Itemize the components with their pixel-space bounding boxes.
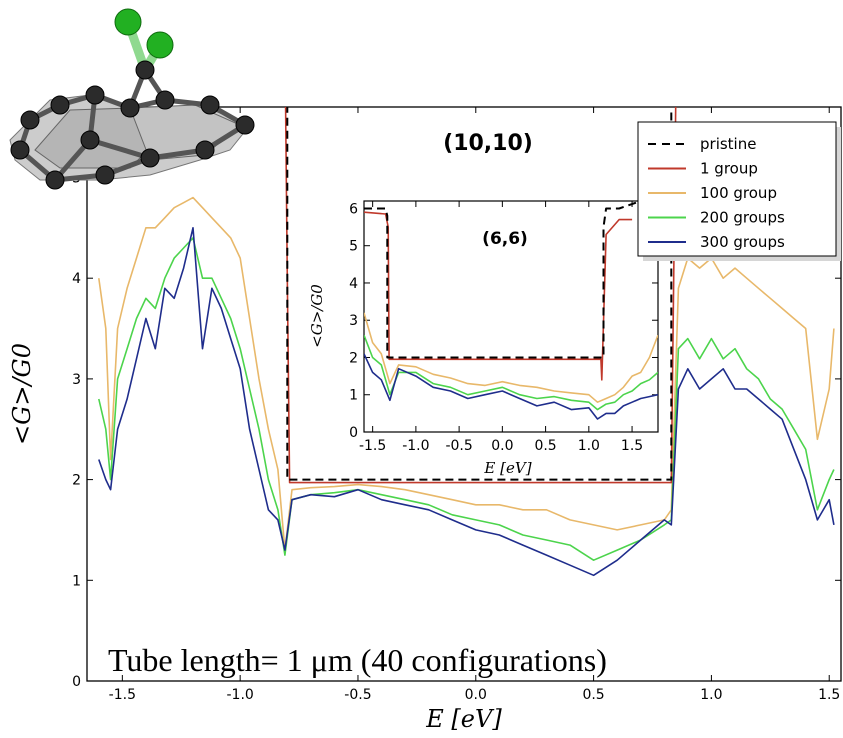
- legend: pristine 1 group 100 group 200 groups 300 gr…: [637, 121, 841, 261]
- inset-x-tick-label: 0.0: [491, 438, 513, 454]
- legend-label-200-groups: 200 groups: [700, 209, 785, 227]
- main-y-tick-label: 3: [72, 372, 81, 388]
- main-series-100-group: [98, 196, 835, 551]
- inset-y-tick-label: 3: [349, 313, 358, 329]
- inset-y-tick-label: 6: [349, 201, 358, 217]
- legend-label-100-group: 100 group: [700, 184, 777, 202]
- main-series-pristine: [286, 107, 673, 481]
- legend-label-1-group: 1 group: [700, 160, 758, 178]
- main-y-tick-label: 4: [72, 271, 81, 287]
- main-x-tick-label: 0.5: [582, 687, 604, 703]
- inset-series-300-groups: [364, 353, 658, 420]
- main-plot-area: [86, 106, 842, 682]
- inset-y-tick-label: 4: [349, 276, 358, 292]
- inset-x-tick-label: -1.5: [359, 438, 386, 454]
- legend-label-300-groups: 300 groups: [700, 233, 785, 251]
- main-series-200-groups: [98, 237, 835, 562]
- main-series-300-groups: [98, 227, 835, 577]
- main-y-tick-label: 1: [72, 573, 81, 589]
- inset-y-tick-label: 2: [349, 350, 358, 366]
- main-ticks: -1.5 -1.0 -0.5 0.0 0.5 1.0 1.5 0 1 2 3 4 5: [72, 107, 841, 703]
- inset-x-tick-label: 1.5: [621, 438, 643, 454]
- main-x-axis-label: E [eV]: [425, 705, 502, 733]
- inset-y-axis-label: <G>/G0: [308, 284, 326, 348]
- main-x-tick-label: -0.5: [344, 687, 371, 703]
- main-y-axis-label: <G>/G0: [8, 343, 36, 445]
- inset-x-tick-label: 0.5: [534, 438, 556, 454]
- inset-ticks: -1.5 -1.0 -0.5 0.0 0.5 1.0 1.5 0 1 2 3 4 5 6: [349, 201, 658, 454]
- inset-y-tick-label: 1: [349, 388, 358, 404]
- inset-y-tick-label: 5: [349, 239, 358, 255]
- legend-label-pristine: pristine: [700, 135, 756, 153]
- inset-y-tick-label: 0: [349, 425, 358, 441]
- inset-x-tick-label: -0.5: [445, 438, 472, 454]
- tube-length-annotation: Tube length= 1 μm (40 configurations): [108, 642, 607, 678]
- inset-x-tick-label: -1.0: [402, 438, 429, 454]
- inset-plot-area: [363, 200, 659, 433]
- inset-x-axis-label: E [eV]: [483, 459, 531, 477]
- inset-x-tick-label: 1.0: [578, 438, 600, 454]
- main-y-tick-label: 0: [72, 674, 81, 690]
- main-x-tick-label: 1.5: [818, 687, 840, 703]
- inset-series-100-group: [364, 312, 658, 404]
- main-y-tick-label: 2: [72, 473, 81, 489]
- main-chart-title: (10,10): [443, 131, 533, 156]
- main-x-tick-label: -1.0: [226, 687, 253, 703]
- main-series-1-group: [284, 107, 677, 484]
- main-series: [98, 107, 835, 577]
- inset-title: (6,6): [482, 229, 528, 249]
- main-x-tick-label: 0.0: [465, 687, 487, 703]
- main-x-tick-label: 1.0: [700, 687, 722, 703]
- molecule-illustration: [9, 8, 255, 190]
- inset-series: [364, 201, 658, 420]
- main-x-tick-label: -1.5: [109, 687, 136, 703]
